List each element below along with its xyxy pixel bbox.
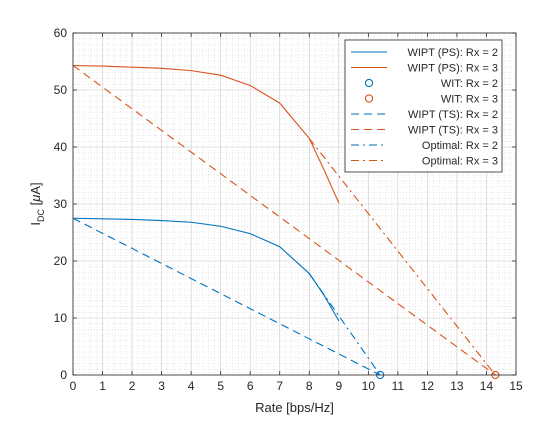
- series-line-4: [72, 217, 381, 376]
- y-tick-label: 60: [54, 26, 68, 40]
- x-axis-label: Rate [bps/Hz]: [255, 400, 334, 415]
- x-tick-label: 8: [306, 379, 313, 393]
- legend-box: [344, 39, 503, 173]
- y-tick-label: 40: [54, 140, 68, 154]
- y-tick-label: 30: [54, 197, 68, 211]
- x-tick-label: 2: [129, 379, 136, 393]
- x-tick-label: 3: [158, 379, 165, 393]
- x-tick-label: 13: [450, 379, 464, 393]
- y-axis-label-main: I: [28, 222, 43, 226]
- y-axis-label-unit-open: [: [28, 201, 43, 209]
- series-line-6: [308, 273, 381, 376]
- x-tick-label: 5: [217, 379, 224, 393]
- legend-swatch-marker: [364, 94, 374, 103]
- x-tick-label: 9: [335, 379, 342, 393]
- y-axis-label-mu: μ: [28, 195, 43, 203]
- y-tick-label: 50: [54, 83, 68, 97]
- legend-entry-label: WIPT (TS): Rx = 3: [408, 125, 498, 137]
- series-line-0: [72, 217, 340, 322]
- x-tick-label: 0: [70, 379, 77, 393]
- axis-ticks: [72, 32, 517, 376]
- legend-entry-label: WIT: Rx = 2: [441, 78, 498, 90]
- series-line-7: [308, 138, 496, 376]
- y-tick-label: 20: [54, 254, 68, 268]
- legend-entry-label: WIPT (PS): Rx = 2: [407, 47, 498, 59]
- x-tick-label: 12: [421, 379, 435, 393]
- x-tick-label: 14: [480, 379, 494, 393]
- legend-entry-label: WIPT (PS): Rx = 3: [407, 63, 498, 75]
- x-tick-label: 4: [188, 379, 195, 393]
- x-tick-label: 15: [509, 379, 523, 393]
- x-tick-label: 7: [276, 379, 283, 393]
- x-tick-label: 6: [247, 379, 254, 393]
- x-tick-label: 11: [392, 379, 405, 393]
- series-line-1: [72, 64, 340, 204]
- y-axis-label-subscript: DC: [36, 209, 46, 222]
- y-tick-label: 10: [54, 311, 68, 325]
- x-tick-label: 10: [362, 379, 376, 393]
- x-tick-label: 1: [99, 379, 106, 393]
- series-layer: [72, 64, 500, 380]
- y-axis-label: IDC [μA]: [28, 182, 46, 225]
- legend-entry-label: WIT: Rx = 3: [441, 94, 498, 106]
- legend-entry-label: WIPT (TS): Rx = 2: [408, 109, 498, 121]
- legend-entry-label: Optimal: Rx = 2: [422, 140, 498, 152]
- y-axis-label-unit-close: A]: [28, 182, 43, 194]
- legend-swatch-marker: [364, 78, 374, 88]
- legend: WIPT (PS): Rx = 2 WIPT (PS): Rx = 3 WIT: R…: [344, 39, 503, 173]
- series-line-5: [72, 65, 496, 376]
- y-tick-label: 0: [60, 368, 67, 382]
- legend-entry-label: Optimal: Rx = 3: [422, 156, 498, 168]
